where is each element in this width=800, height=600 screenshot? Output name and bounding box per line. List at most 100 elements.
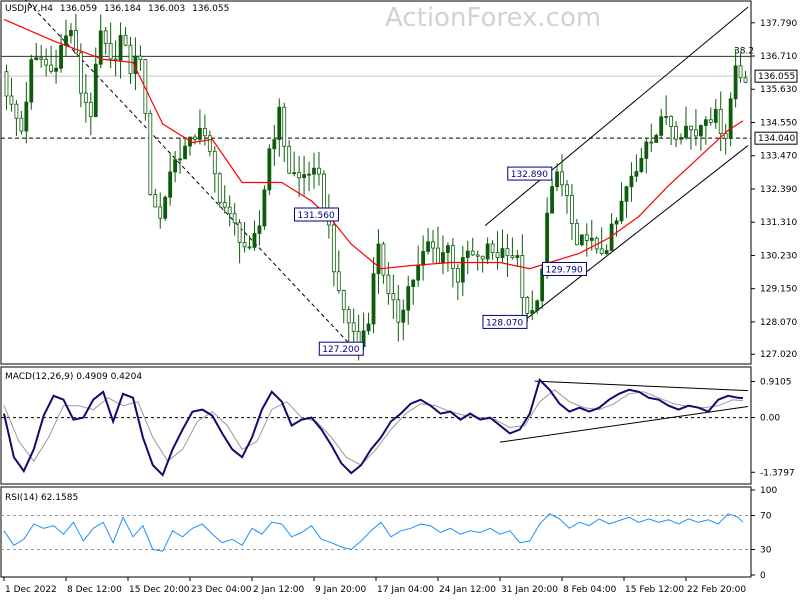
- macd-line: [3, 378, 744, 477]
- current-price-tag-box: [754, 69, 798, 83]
- candle-body: [287, 145, 292, 174]
- candle-body: [34, 57, 39, 60]
- candle-body: [733, 65, 738, 100]
- candle-body: [19, 117, 24, 132]
- price-axis: 137.790 136.710 135.630 134.550 133.470 132.3…: [751, 19, 798, 360]
- price-tick-label: 127.020: [760, 350, 797, 360]
- candle-body: [297, 172, 302, 179]
- candle-body: [98, 30, 103, 65]
- candle-body: [589, 237, 594, 241]
- price-annotation-label: 129.790: [545, 265, 582, 275]
- candle-body: [401, 309, 406, 323]
- candle-body: [103, 30, 108, 44]
- candle-body: [351, 322, 356, 332]
- candle-body: [708, 119, 713, 123]
- price-tick-label: 137.790: [760, 19, 797, 29]
- candle-body: [59, 44, 63, 69]
- candle-body: [222, 202, 227, 208]
- candle-body: [14, 103, 19, 119]
- candle-body: [138, 55, 143, 61]
- candle-body: [108, 43, 113, 60]
- candle-body: [649, 141, 654, 144]
- candle-body: [272, 139, 277, 150]
- candle-body: [322, 173, 326, 213]
- candle-body: [158, 206, 163, 219]
- time-tick-label: 23 Dec 04:00: [191, 585, 252, 595]
- current-price-tag: 136.055: [758, 72, 795, 82]
- candle-body: [217, 173, 222, 203]
- candle-body: [510, 255, 515, 258]
- time-tick-label: 15 Dec 20:00: [129, 585, 190, 595]
- candle-body: [54, 67, 58, 72]
- candle-body: [599, 248, 604, 254]
- candle-body: [312, 167, 316, 175]
- candle-body: [277, 106, 282, 140]
- candle-body: [560, 171, 564, 186]
- low-value: 136.003: [148, 4, 185, 14]
- candle-body: [267, 148, 272, 191]
- rsi-tick-label: 0: [760, 571, 766, 581]
- candle-body: [118, 35, 123, 61]
- price-tick-label: 133.470: [760, 152, 797, 162]
- time-tick-label: 9 Jan 20:00: [315, 585, 367, 595]
- candle-body: [202, 128, 207, 137]
- candle-body: [674, 126, 678, 140]
- candle-body: [411, 279, 416, 287]
- candle-body: [163, 196, 168, 219]
- candle-body: [679, 137, 683, 140]
- candle-body: [232, 213, 237, 224]
- price-annotation-label: 132.890: [511, 170, 548, 180]
- rsi-tick-label: 30: [760, 546, 772, 556]
- price-tick-label: 131.310: [760, 218, 797, 228]
- watermark: ActionForex.com: [385, 3, 601, 33]
- candle-body: [366, 323, 371, 332]
- candle-body: [247, 246, 252, 249]
- candle-body: [396, 299, 401, 323]
- price-tick-label: 134.550: [760, 118, 797, 128]
- candle-body: [9, 95, 14, 105]
- candle-body: [262, 189, 267, 227]
- price-annotations: 131.560 127.200 128.070 132.890 129.790: [293, 166, 587, 356]
- open-value: 136.059: [60, 4, 97, 14]
- candle-body: [128, 44, 133, 75]
- price-annotation-box: [318, 341, 364, 356]
- candle-body: [44, 58, 49, 66]
- candle-body: [416, 264, 421, 281]
- candle-body: [520, 255, 525, 298]
- candle-body: [178, 158, 182, 161]
- candle-body: [475, 254, 480, 257]
- candle-body: [39, 57, 44, 60]
- time-tick-label: 2 Jan 12:00: [253, 585, 305, 595]
- candle-body: [436, 247, 440, 264]
- candle-body: [723, 133, 728, 139]
- candle-body: [93, 63, 98, 117]
- candle-body: [381, 243, 386, 276]
- level-price-tag: 134.040: [758, 134, 795, 144]
- rsi-levels: [1, 515, 751, 550]
- macd-tick-label: 0.00: [760, 414, 780, 424]
- candle-body: [143, 59, 148, 114]
- candle-body: [450, 245, 455, 269]
- trendline: [25, 0, 352, 346]
- candle-body: [614, 220, 619, 225]
- rsi-tick-label: 70: [760, 512, 772, 522]
- close-value: 136.055: [192, 4, 229, 14]
- price-annotation-label: 128.070: [486, 318, 523, 328]
- candle-body: [386, 274, 391, 294]
- trendline: [484, 6, 749, 226]
- candle-body: [584, 234, 589, 241]
- candle-body: [78, 52, 83, 94]
- candle-body: [718, 108, 723, 135]
- candle-body: [153, 194, 158, 208]
- candle-body: [4, 71, 9, 97]
- candle-body: [570, 195, 574, 224]
- candle-body: [565, 184, 569, 196]
- macd-panel: [0, 366, 752, 485]
- price-candles: [4, 13, 748, 361]
- candle-body: [659, 116, 664, 136]
- price-annotation-label: 127.200: [322, 345, 359, 355]
- candle-body: [183, 145, 187, 160]
- candle-body: [485, 243, 490, 260]
- candle-body: [743, 77, 748, 83]
